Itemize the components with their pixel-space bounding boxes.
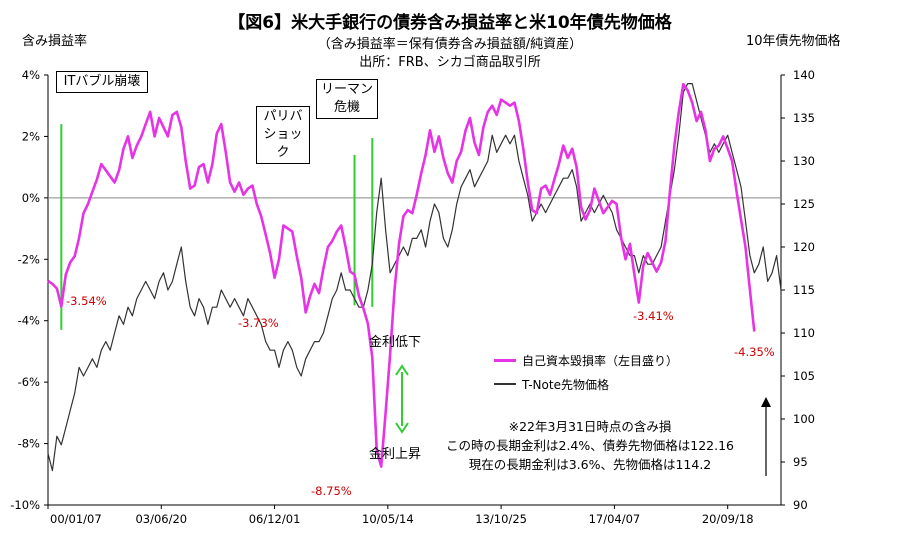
x-tick-label: 17/04/07 — [589, 512, 641, 526]
x-tick-label: 10/05/14 — [362, 512, 414, 526]
series-line-loss-ratio — [47, 82, 756, 468]
value-label-lehman: -8.75% — [311, 484, 352, 498]
current-price-arrow-head — [761, 397, 771, 407]
value-label-it-bubble: -3.54% — [66, 294, 107, 308]
it-bubble-box: ITバブル崩壊 — [56, 71, 148, 93]
paribas-label-line2: ショック — [263, 127, 303, 160]
left-tick-label: -6% — [18, 375, 40, 389]
right-tick-label: 125 — [793, 197, 815, 211]
rate-direction-arrow-up-head — [395, 364, 409, 376]
lehman-label-line2: 危機 — [333, 100, 360, 115]
x-tick-label: 13/10/25 — [475, 512, 527, 526]
legend-label-loss-ratio: 自己資本毀損率（左目盛り） — [522, 354, 679, 368]
note-block: ※22年3月31日時点の含み損 この時の長期金利は2.4%、債券先物価格は122… — [430, 417, 750, 474]
right-tick-label: 130 — [793, 154, 815, 168]
lehman-label-line1: リーマン — [320, 82, 373, 97]
x-tick-label: 20/09/18 — [702, 512, 754, 526]
right-tick-label: 115 — [793, 283, 815, 297]
left-tick-label: -4% — [18, 314, 40, 328]
note-line-1: ※22年3月31日時点の含み損 — [508, 419, 672, 434]
left-tick-label: 4% — [22, 68, 40, 82]
value-label-2018: -3.41% — [633, 309, 674, 323]
note-line-3: 現在の長期金利は3.6%、先物価格は114.2 — [468, 457, 712, 472]
left-tick-label: 2% — [22, 129, 40, 143]
left-tick-label: -8% — [18, 437, 40, 451]
paribas-box: パリバ ショック — [256, 106, 310, 164]
chart-title: 【図6】米大手銀行の債券含み損益率と米10年債先物価格 — [228, 13, 672, 33]
value-label-paribas: -3.73% — [238, 316, 279, 330]
right-tick-label: 120 — [793, 240, 815, 254]
right-tick-label: 105 — [793, 369, 815, 383]
legend-swatch-loss-ratio — [494, 359, 516, 362]
right-tick-label: 90 — [793, 498, 808, 512]
value-label-latest: -4.35% — [734, 345, 775, 359]
note-line-2: この時の長期金利は2.4%、債券先物価格は122.16 — [446, 438, 734, 453]
paribas-label-line1: パリバ — [263, 109, 303, 124]
rate-down-label: 金利低下 — [369, 335, 422, 350]
legend-label-tnote: T-Note先物価格 — [522, 378, 609, 392]
x-tick-label: 03/06/20 — [135, 512, 187, 526]
lehman-box: リーマン 危機 — [316, 79, 378, 119]
right-tick-label: 135 — [793, 111, 815, 125]
right-tick-label: 110 — [793, 326, 815, 340]
left-tick-label: 0% — [22, 191, 40, 205]
x-tick-label: 06/12/01 — [249, 512, 301, 526]
x-tick-label: 00/01/07 — [50, 512, 102, 526]
it-bubble-label: ITバブル崩壊 — [63, 74, 141, 89]
left-tick-label: -2% — [18, 252, 40, 266]
rate-direction-arrow-down-head — [395, 422, 409, 434]
right-tick-label: 140 — [793, 68, 815, 82]
right-tick-label: 95 — [793, 455, 808, 469]
series-line-tnote — [47, 83, 782, 472]
left-tick-label: -10% — [10, 498, 40, 512]
right-tick-label: 100 — [793, 412, 815, 426]
chart-subtitle: （含み損益率＝保有債券含み損益額/純資産） — [317, 37, 583, 52]
left-axis-title: 含み損益率 — [22, 34, 88, 49]
chart-source: 出所：FRB、シカゴ商品取引所 — [359, 55, 541, 70]
rate-up-label: 金利上昇 — [369, 447, 422, 462]
legend-swatch-tnote — [494, 383, 516, 385]
right-axis-title: 10年債先物価格 — [746, 34, 841, 49]
